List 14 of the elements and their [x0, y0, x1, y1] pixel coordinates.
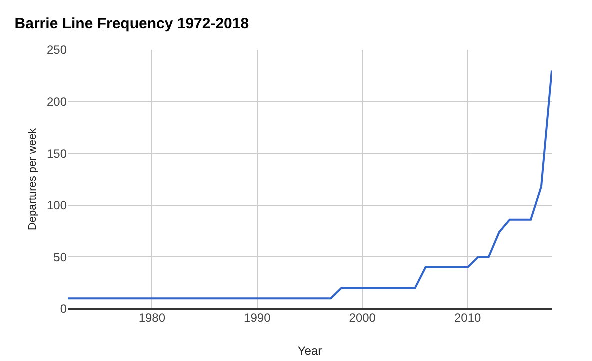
y-axis-title: Departures per week: [27, 128, 39, 231]
y-tick-label: 100: [46, 198, 68, 213]
chart-title: Barrie Line Frequency 1972-2018: [14, 16, 250, 33]
y-tick-label: 0: [60, 302, 68, 316]
y-tick-label: 150: [46, 146, 68, 161]
x-tick-label: 2000: [349, 311, 376, 325]
x-axis-title: Year: [298, 344, 322, 358]
y-tick-label: 200: [46, 95, 68, 109]
x-tick-label: 1980: [138, 311, 166, 325]
x-tick-label: 1990: [244, 311, 272, 325]
x-tick-label: 2010: [454, 311, 482, 325]
y-tick-label: 250: [46, 43, 68, 58]
line-series: [68, 70, 552, 300]
y-tick-label: 50: [54, 250, 68, 264]
